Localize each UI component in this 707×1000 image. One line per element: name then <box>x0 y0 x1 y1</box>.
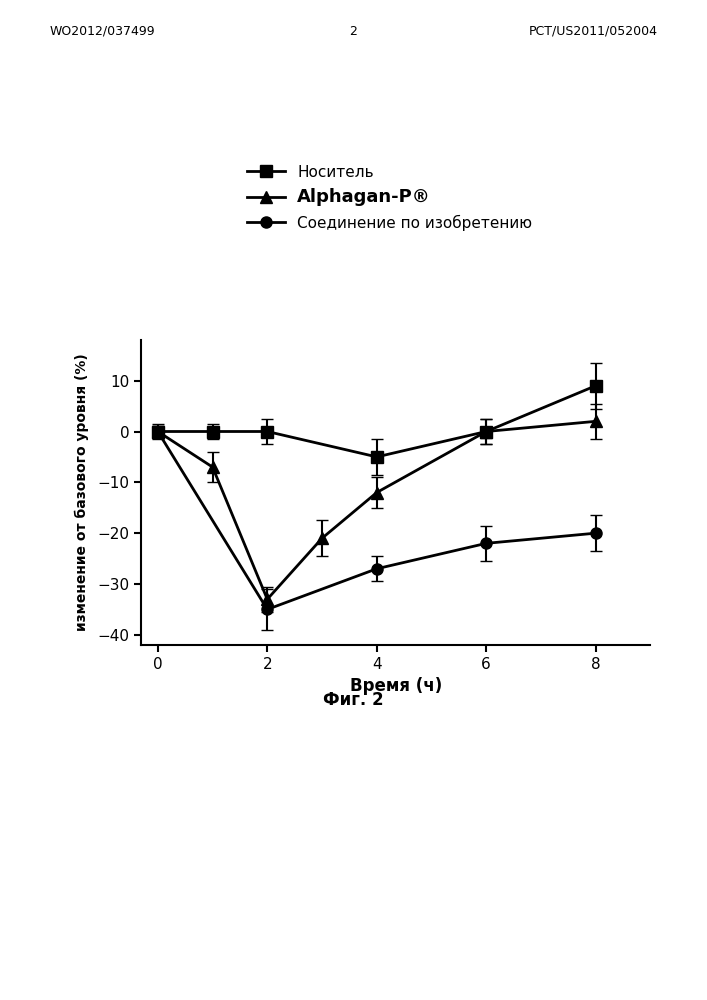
Legend: Носитель, Alphagan-P®, Соединение по изобретению: Носитель, Alphagan-P®, Соединение по изо… <box>240 159 538 237</box>
Text: 2: 2 <box>349 25 358 38</box>
Text: Фиг. 2: Фиг. 2 <box>323 691 384 709</box>
X-axis label: Время (ч): Время (ч) <box>350 677 442 695</box>
Text: PCT/US2011/052004: PCT/US2011/052004 <box>529 25 658 38</box>
Y-axis label: изменение от базового уровня (%): изменение от базового уровня (%) <box>75 354 89 631</box>
Text: WO2012/037499: WO2012/037499 <box>49 25 155 38</box>
